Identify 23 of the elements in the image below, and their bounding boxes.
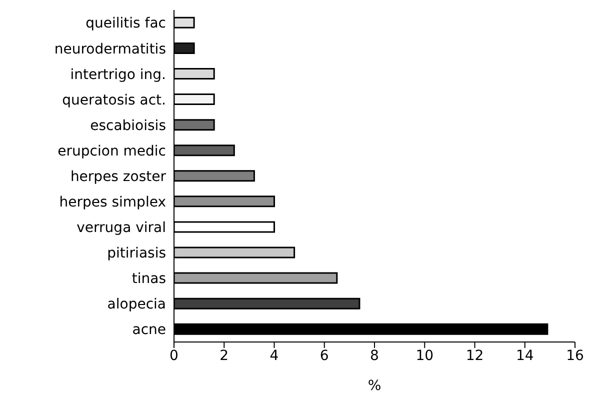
x-axis-title: %: [368, 378, 382, 394]
y-tick-label: escabioisis: [90, 118, 166, 134]
y-tick-label: neurodermatitis: [54, 41, 166, 58]
x-tick-label: 12: [466, 348, 484, 364]
y-tick-label: verruga viral: [76, 220, 166, 236]
y-tick-label: pitiriasis: [107, 246, 166, 262]
x-tick-label: 0: [170, 348, 178, 364]
x-tick-label: 2: [220, 348, 229, 364]
y-tick-label: acne: [132, 322, 166, 338]
x-tick-label: 8: [370, 348, 379, 364]
x-tick-label: 4: [270, 348, 279, 364]
y-tick-label: herpes simplex: [59, 194, 166, 211]
y-tick-label: queilitis fac: [86, 16, 166, 32]
y-tick-label: queratosis act.: [62, 92, 166, 108]
y-tick-label: intertrigo ing.: [70, 66, 166, 83]
y-tick-label: herpes zoster: [70, 168, 166, 185]
x-tick-label: 14: [516, 348, 534, 364]
x-tick-label: 16: [566, 348, 584, 364]
x-tick-label: 10: [416, 348, 434, 364]
y-tick-label: tinas: [132, 271, 166, 288]
y-tick-label: erupcion medic: [58, 143, 166, 160]
x-tick-label: 6: [320, 348, 329, 364]
y-tick-label: alopecia: [107, 296, 166, 313]
